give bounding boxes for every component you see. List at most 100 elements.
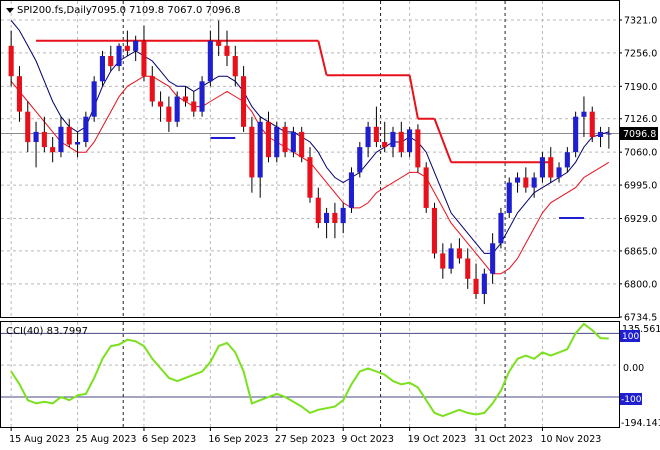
- resistance-step-link: [317, 40, 328, 76]
- candle-bear: [8, 45, 14, 77]
- candle-bull: [506, 182, 512, 213]
- candle-bull: [531, 177, 537, 188]
- candle-bear: [241, 76, 247, 127]
- candle-bear: [398, 131, 404, 153]
- candle-bull: [174, 96, 180, 122]
- candle-bull: [407, 129, 413, 153]
- candle-bull: [498, 212, 504, 244]
- candle-bear: [332, 212, 338, 223]
- candle-bull: [199, 81, 205, 112]
- candle-bull: [515, 177, 521, 183]
- candle-bear: [431, 207, 437, 254]
- resistance-step-link: [408, 75, 419, 119]
- candle-bear: [149, 76, 155, 102]
- candle-bull: [448, 248, 454, 269]
- candle-bull: [539, 157, 545, 178]
- candle-bull: [274, 126, 280, 158]
- candle-bear: [232, 56, 238, 77]
- time-tick-label: 31 Oct 2023: [474, 434, 533, 445]
- candle-bear: [415, 129, 421, 168]
- time-tick-label: 10 Nov 2023: [540, 434, 601, 445]
- candle-bull: [357, 147, 363, 173]
- cci-series-line: [10, 322, 609, 418]
- candle-bull: [207, 40, 213, 82]
- candle-bull: [116, 45, 122, 67]
- candle-bear: [523, 177, 529, 188]
- cci-100-label: 100: [622, 332, 639, 342]
- candle-bull: [348, 172, 354, 208]
- candle-bull: [556, 167, 562, 178]
- price-tick-label: 6734.5: [624, 313, 657, 324]
- candle-bear: [16, 76, 22, 112]
- resistance-step-link: [433, 118, 453, 163]
- candle-bear: [41, 131, 47, 148]
- time-tick-label: 16 Sep 2023: [208, 434, 268, 445]
- candle-bear: [456, 248, 462, 259]
- time-tick-label: 9 Oct 2023: [341, 434, 394, 445]
- candle-bull: [581, 111, 587, 117]
- candle-bull: [390, 131, 396, 148]
- candle-bear: [465, 258, 471, 279]
- cci-zero-label: 0.00: [623, 363, 644, 374]
- time-axis[interactable]: 15 Aug 2023 25 Aug 2023 6 Sep 2023 16 Sep 2…: [9, 427, 601, 445]
- candle-bear: [315, 197, 321, 223]
- current-price-label: 7096.8: [623, 129, 656, 140]
- indicator-panel[interactable]: [0, 321, 620, 428]
- candle-bear: [373, 126, 379, 142]
- cci-minus100-tag: -100: [620, 393, 642, 405]
- candle-bear: [50, 147, 56, 153]
- candle-bear: [124, 45, 130, 51]
- candle-bear: [307, 157, 313, 198]
- candle-bull: [91, 81, 97, 117]
- indicator-title: CCI(40) 83.7997: [6, 326, 88, 337]
- current-price-tag: 7096.8: [620, 127, 658, 140]
- session-separators: [122, 1, 506, 427]
- candle-bull: [573, 116, 579, 153]
- candle-bear: [25, 111, 31, 143]
- candle-bull: [490, 243, 496, 274]
- price-tick-label: 7256.0: [624, 48, 657, 59]
- candle-bull: [99, 56, 105, 82]
- candle-bull: [598, 131, 604, 137]
- candle-bear: [548, 157, 554, 178]
- candle-bull: [58, 126, 64, 153]
- candle-bull: [481, 273, 487, 294]
- candle-bear: [141, 40, 147, 77]
- time-tick-label: 27 Sep 2023: [275, 434, 335, 445]
- cci-min-label: -194.1411: [621, 418, 660, 429]
- overlay-lines: [10, 20, 610, 275]
- cci-line: [10, 322, 609, 418]
- ohlc-values: 7095.0 7109.8 7067.0 7096.8: [91, 5, 241, 16]
- candle-bear: [440, 253, 446, 269]
- candle-bear: [108, 56, 114, 67]
- dropdown-triangle-icon[interactable]: [6, 8, 14, 13]
- time-tick-label: 19 Oct 2023: [408, 434, 467, 445]
- candle-bull: [324, 212, 330, 223]
- time-tick-label: 6 Sep 2023: [142, 434, 196, 445]
- cci-minus100-label: -100: [621, 395, 642, 405]
- main-grid: [1, 1, 619, 317]
- candle-bull: [257, 121, 263, 178]
- cci-max-label: 135.5615: [622, 324, 660, 335]
- candle-bull: [564, 152, 570, 168]
- price-axis[interactable]: 7321.0 7256.0 7190.0 7126.0 7060.0 6995.0 6929…: [619, 16, 657, 324]
- symbol-title: SPI200.fs,Daily: [17, 5, 92, 16]
- price-tick-label: 7060.0: [624, 148, 657, 159]
- candles: [8, 20, 612, 305]
- candle-bear: [249, 126, 255, 178]
- candle-bull: [83, 116, 89, 142]
- price-tick-label: 6865.0: [624, 246, 657, 257]
- candle-bull: [33, 131, 39, 142]
- candle-bear: [166, 106, 172, 122]
- time-tick-label: 25 Aug 2023: [76, 434, 137, 445]
- price-tick-label: 7190.0: [624, 82, 657, 93]
- indicator-grid: [1, 322, 619, 427]
- candle-bear: [224, 45, 230, 56]
- candle-bull: [133, 40, 139, 51]
- candle-bear: [473, 278, 479, 294]
- candle-bull: [290, 131, 296, 153]
- candle-bull: [606, 133, 612, 135]
- price-tick-label: 6995.0: [624, 181, 657, 192]
- candle-bear: [66, 126, 72, 145]
